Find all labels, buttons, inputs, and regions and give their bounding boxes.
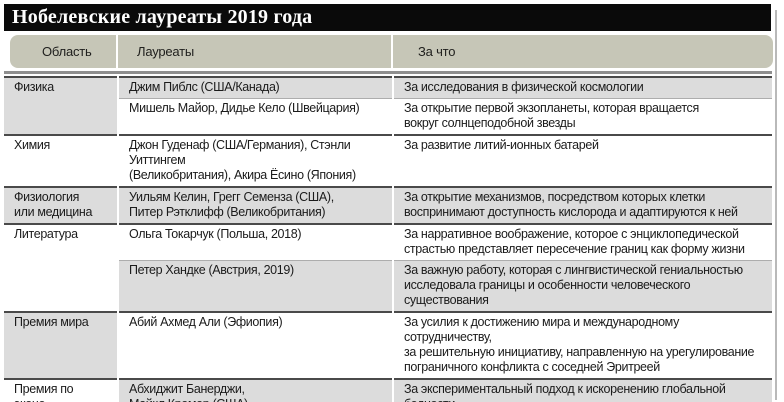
column-header-citation: За что	[418, 44, 456, 59]
column-header-laureates: Лауреаты	[118, 35, 393, 68]
cell-laureates: Джим Пиблс (США/Канада)	[118, 76, 394, 99]
header-divider-rule	[4, 71, 772, 74]
table-row: Премия мира Абий Ахмед Али (Эфиопия) За ус…	[4, 311, 772, 379]
cell-laureates: Мишель Майор, Дидье Кело (Швейцария)	[118, 98, 394, 135]
laureates-table: Физика Джим Пиблс (США/Канада) За исследов…	[4, 76, 772, 402]
page-right-edge-line	[775, 10, 777, 400]
column-header-row: Область Лауреаты За что	[10, 35, 773, 68]
table-row: Премия по эконо- мике памяти Альфреда Но…	[4, 378, 772, 402]
cell-area: Физика	[4, 76, 119, 135]
cell-citation: За экспериментальный подход к искоренени…	[393, 378, 772, 402]
table-row: Петер Хандке (Австрия, 2019) За важную ра…	[4, 260, 772, 312]
page-title: Нобелевские лауреаты 2019 года	[12, 6, 313, 28]
cell-laureates: Джон Гуденаф (США/Германия), Стэнли Уитт…	[118, 134, 394, 187]
column-header-area: Область	[10, 35, 118, 68]
cell-area: Химия	[4, 134, 119, 187]
table-row: Физиология или медицина Уильям Келин, Гре…	[4, 186, 772, 224]
table-title-bar: Нобелевские лауреаты 2019 года	[4, 4, 771, 31]
cell-citation: За нарративное воображение, которое с эн…	[393, 223, 772, 261]
cell-area: Физиология или медицина	[4, 186, 119, 224]
cell-citation: За важную работу, которая с лингвистичес…	[393, 260, 772, 312]
laureates-table-body: Физика Джим Пиблс (США/Канада) За исследов…	[4, 76, 772, 402]
cell-citation: За открытие механизмов, посредством кото…	[393, 186, 772, 224]
cell-laureates: Абий Ахмед Али (Эфиопия)	[118, 311, 394, 379]
table-row: Физика Джим Пиблс (США/Канада) За исследов…	[4, 76, 772, 135]
table-row: Литература Ольга Токарчук (Польша, 2018) З…	[4, 223, 772, 312]
cell-citation: За усилия к достижению мира и международ…	[393, 311, 772, 379]
cell-citation: За открытие первой экзопланеты, которая …	[393, 98, 772, 135]
cell-laureates: Ольга Токарчук (Польша, 2018)	[118, 223, 394, 261]
table-row: Химия Джон Гуденаф (США/Германия), Стэнли…	[4, 134, 772, 187]
cell-laureates: Петер Хандке (Австрия, 2019)	[118, 260, 394, 312]
cell-laureates: Уильям Келин, Грегг Семенза (США), Питер…	[118, 186, 394, 224]
cell-area: Премия мира	[4, 311, 119, 379]
cell-citation: За развитие литий-ионных батарей	[393, 134, 772, 187]
cell-citation: За исследования в физической космологии	[393, 76, 772, 99]
cell-laureates: Абхиджит Банерджи, Майкл Кремер (США), Э…	[118, 378, 394, 402]
cell-area: Премия по эконо- мике памяти Альфреда Но…	[4, 378, 119, 402]
cell-area: Литература	[4, 223, 119, 312]
table-row: Мишель Майор, Дидье Кело (Швейцария) За о…	[4, 98, 772, 135]
